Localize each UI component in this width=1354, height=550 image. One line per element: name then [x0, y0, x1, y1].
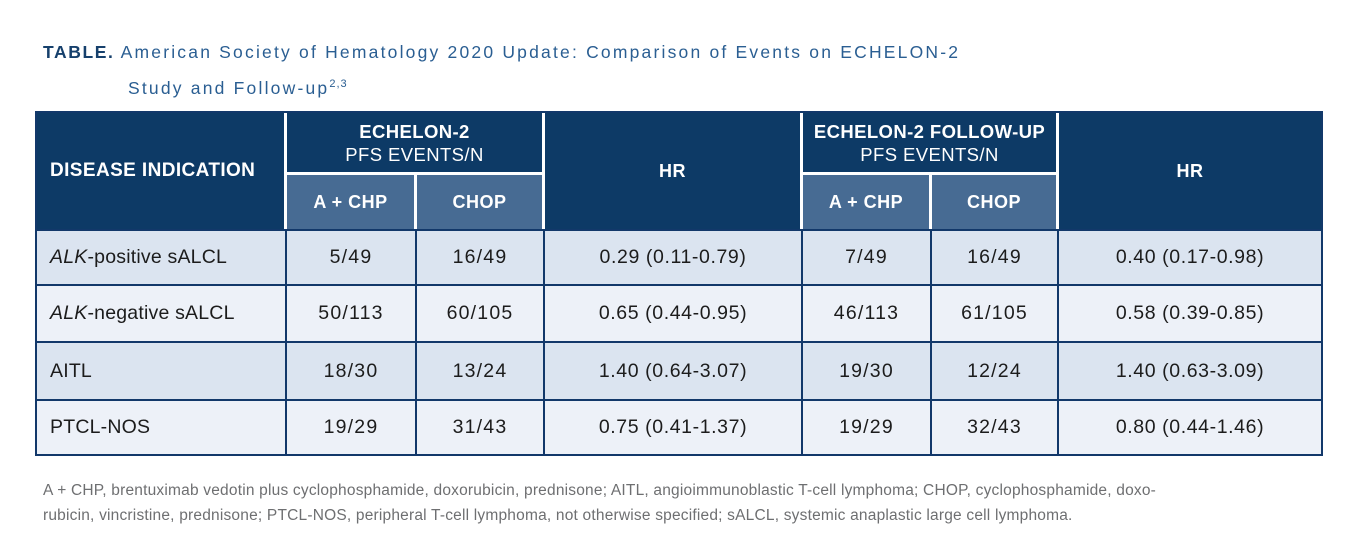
cell-e2-achp: 50/113 — [287, 284, 417, 341]
table-footnote: A + CHP, brentuximab vedotin plus cyclop… — [43, 478, 1328, 528]
group-title-echelon2: ECHELON-2 — [359, 120, 470, 142]
cell-fu-hr: 0.40 (0.17-0.98) — [1059, 229, 1321, 284]
column-header-hr-followup: HR — [1059, 113, 1321, 229]
indication-text: -negative sALCL — [87, 302, 235, 324]
subheader-chop-echelon2: CHOP — [417, 175, 545, 229]
cell-e2-chop: 31/43 — [417, 399, 545, 454]
citation-superscript: 2,3 — [329, 78, 348, 90]
cell-e2-achp: 5/49 — [287, 229, 417, 284]
cell-e2-hr: 0.65 (0.44-0.95) — [545, 284, 803, 341]
column-group-echelon2: ECHELON-2 PFS EVENTS/N — [287, 113, 545, 175]
cell-fu-achp: 19/29 — [803, 399, 932, 454]
table-title-text-2: Study and Follow-up — [128, 78, 330, 98]
footnote-line-1: A + CHP, brentuximab vedotin plus cyclop… — [43, 482, 1157, 499]
table-label: TABLE. — [43, 42, 115, 62]
cell-fu-achp: 46/113 — [803, 284, 932, 341]
group-subtitle-pfs-events-followup: PFS EVENTS/N — [860, 143, 999, 165]
cell-fu-achp: 7/49 — [803, 229, 932, 284]
subheader-chop-followup: CHOP — [932, 175, 1059, 229]
cell-e2-hr: 1.40 (0.64-3.07) — [545, 341, 803, 399]
row-indication-alk-negative: ALK -negative sALCL — [37, 284, 287, 341]
cell-fu-chop: 16/49 — [932, 229, 1059, 284]
cell-e2-hr: 0.75 (0.41-1.37) — [545, 399, 803, 454]
table-title-text: American Society of Hematology 2020 Upda… — [120, 42, 961, 62]
cell-e2-hr: 0.29 (0.11-0.79) — [545, 229, 803, 284]
group-title-echelon2-followup: ECHELON-2 FOLLOW-UP — [813, 120, 1046, 142]
cell-fu-achp: 19/30 — [803, 341, 932, 399]
cell-e2-chop: 60/105 — [417, 284, 545, 341]
indication-text: -positive sALCL — [87, 246, 228, 268]
cell-e2-chop: 13/24 — [417, 341, 545, 399]
cell-e2-achp: 18/30 — [287, 341, 417, 399]
cell-fu-chop: 12/24 — [932, 341, 1059, 399]
row-indication-alk-positive: ALK -positive sALCL — [37, 229, 287, 284]
cell-e2-chop: 16/49 — [417, 229, 545, 284]
row-indication-aitl: AITL — [37, 341, 287, 399]
indication-text: PTCL-NOS — [50, 416, 151, 438]
cell-e2-achp: 19/29 — [287, 399, 417, 454]
cell-fu-hr: 0.80 (0.44-1.46) — [1059, 399, 1321, 454]
table-title-line1: TABLE. American Society of Hematology 20… — [43, 42, 1354, 62]
column-header-disease-indication: DISEASE INDICATION — [37, 113, 287, 229]
column-group-echelon2-followup: ECHELON-2 FOLLOW-UP PFS EVENTS/N — [803, 113, 1059, 175]
subheader-achp-followup: A + CHP — [803, 175, 932, 229]
cell-fu-chop: 32/43 — [932, 399, 1059, 454]
indication-gene-italic: ALK — [50, 246, 88, 268]
comparison-table: DISEASE INDICATION ECHELON-2 PFS EVENTS/… — [35, 111, 1323, 456]
footnote-line-2: rubicin, vincristine, prednisone; PTCL-N… — [43, 507, 1073, 524]
table-title-line2: Study and Follow-up2,3 — [128, 74, 1354, 98]
row-indication-ptcl-nos: PTCL-NOS — [37, 399, 287, 454]
cell-fu-chop: 61/105 — [932, 284, 1059, 341]
table-title: TABLE. American Society of Hematology 20… — [43, 42, 1354, 98]
column-header-hr-echelon2: HR — [545, 113, 803, 229]
cell-fu-hr: 0.58 (0.39-0.85) — [1059, 284, 1321, 341]
indication-gene-italic: ALK — [50, 302, 88, 324]
indication-text: AITL — [50, 359, 92, 382]
group-subtitle-pfs-events: PFS EVENTS/N — [345, 143, 484, 165]
cell-fu-hr: 1.40 (0.63-3.09) — [1059, 341, 1321, 399]
subheader-achp-echelon2: A + CHP — [287, 175, 417, 229]
